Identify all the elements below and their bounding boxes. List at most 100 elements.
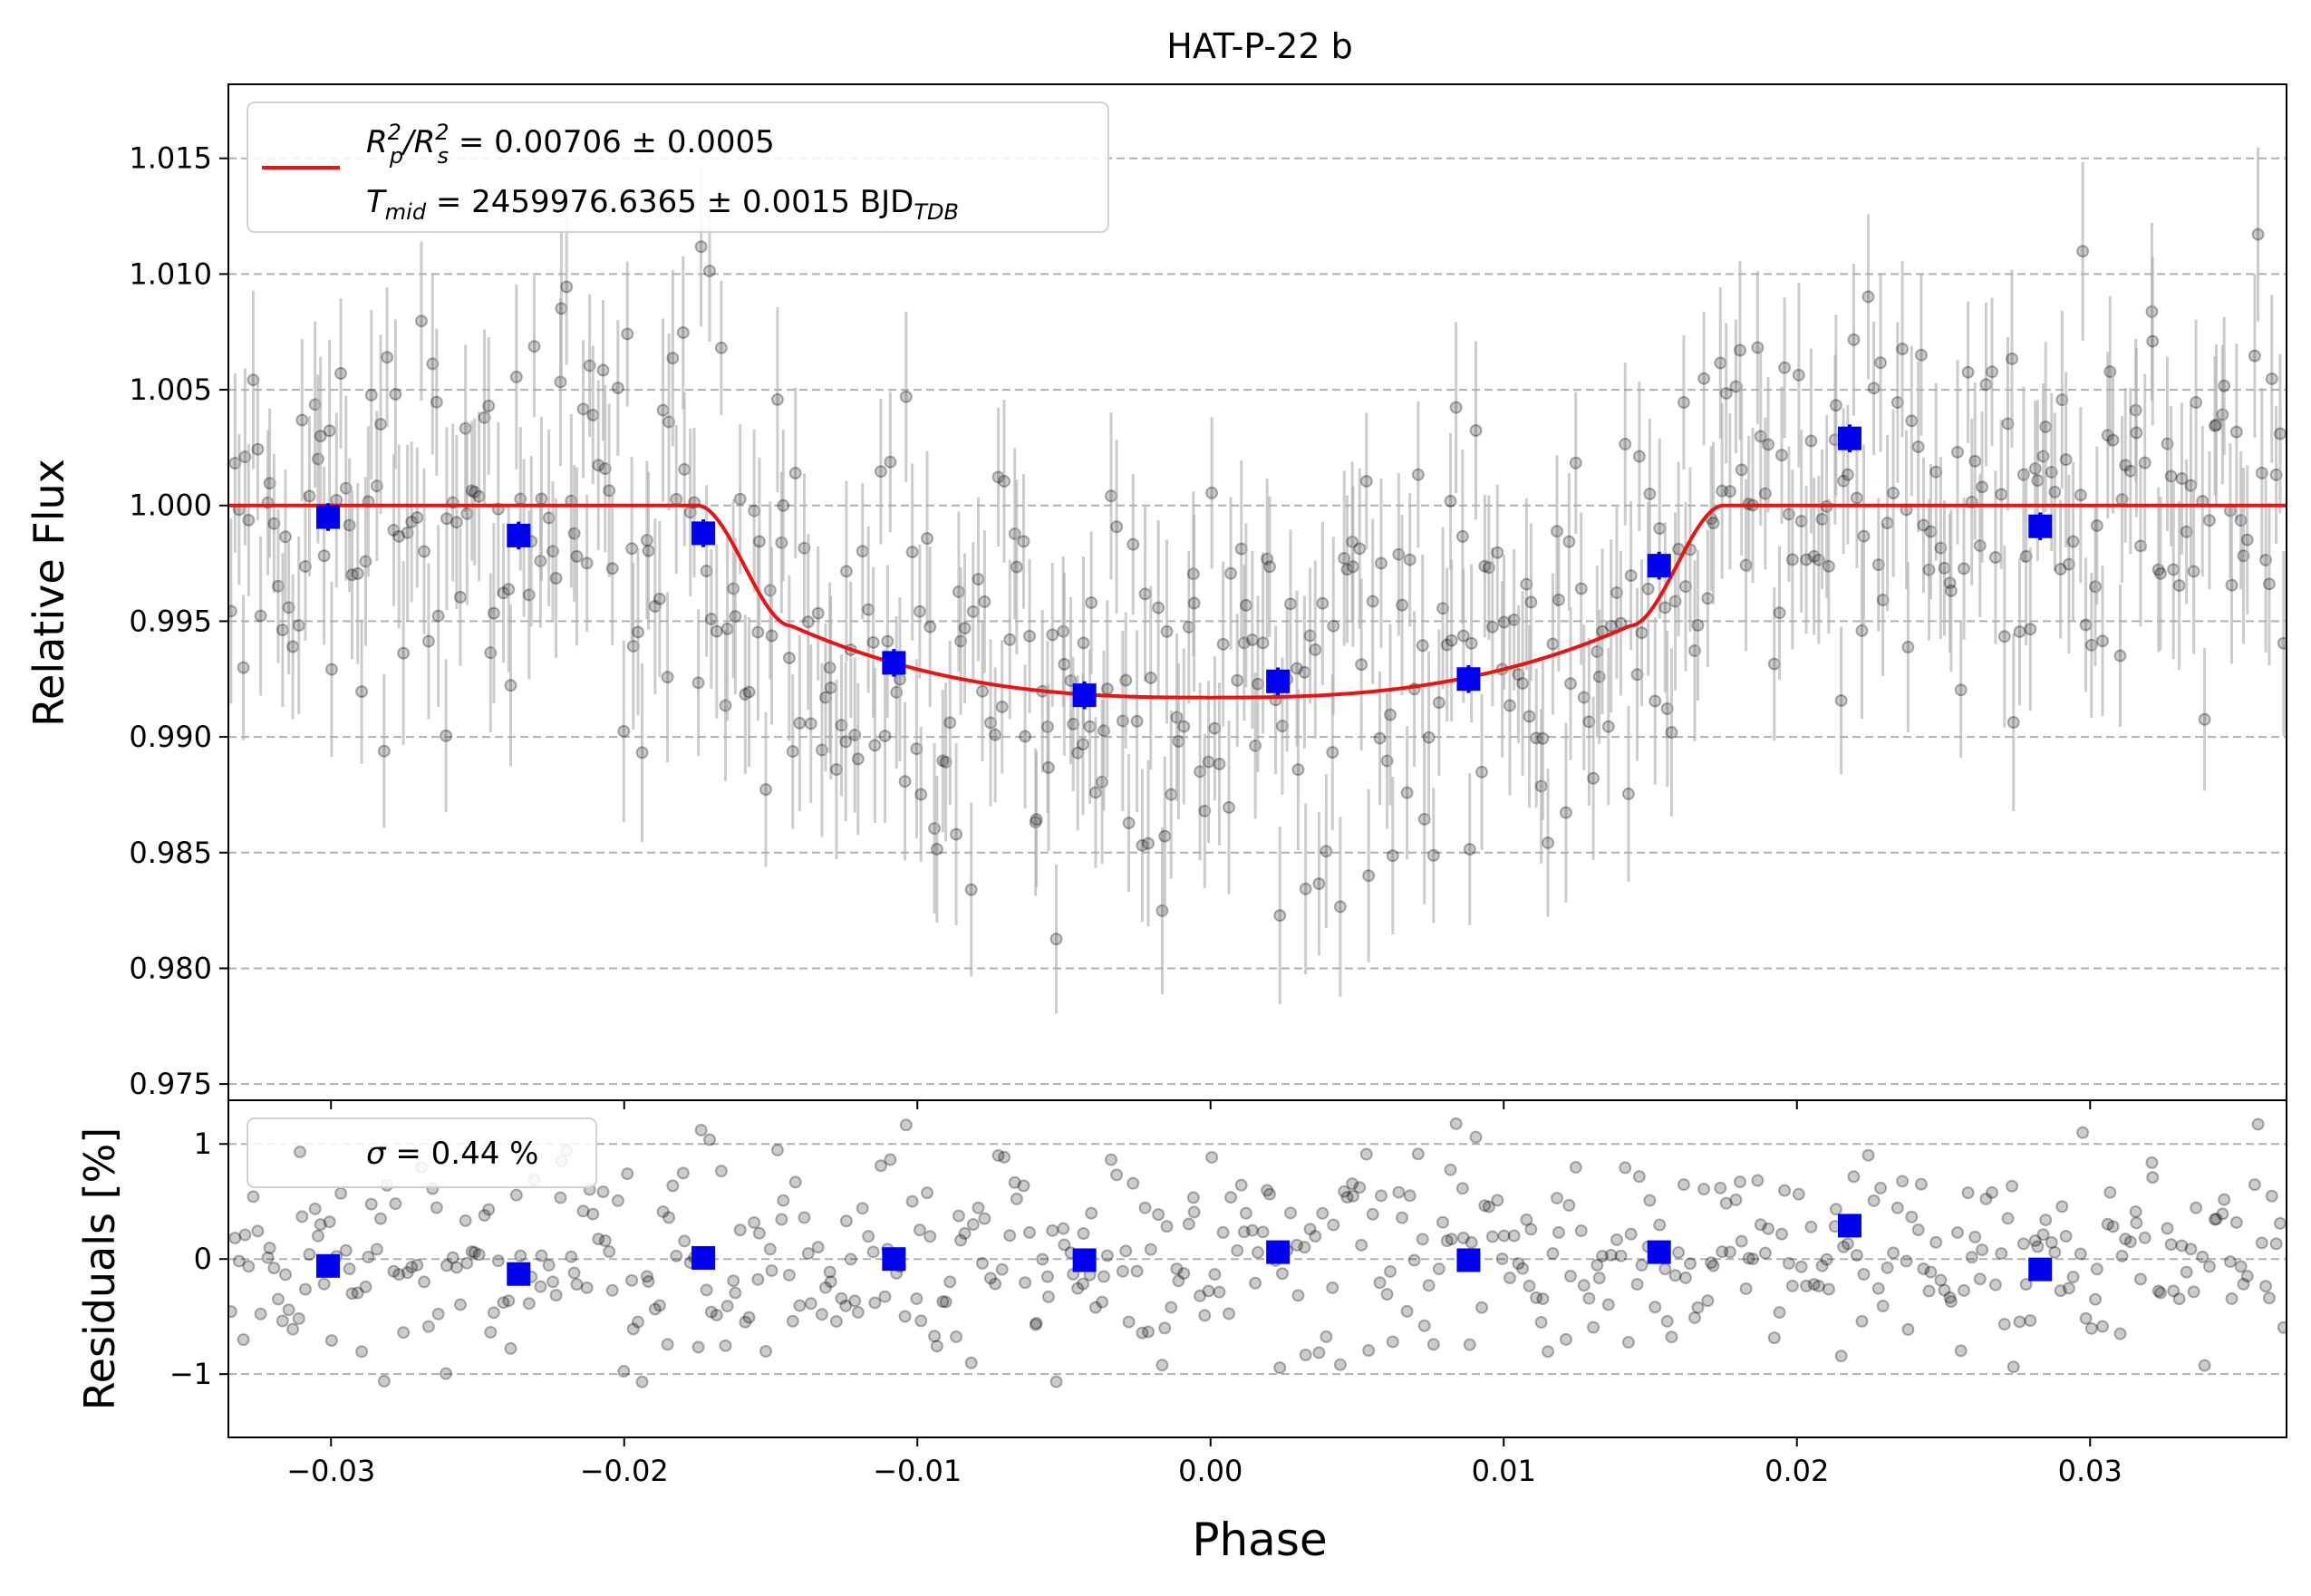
residual-point: [1635, 1258, 1649, 1272]
raw-point: [2028, 462, 2042, 476]
raw-point: [786, 745, 799, 759]
raw-point: [317, 549, 331, 563]
raw-point: [2240, 533, 2254, 547]
raw-point: [1262, 560, 1276, 574]
raw-point: [2048, 485, 2062, 498]
raw-point: [2090, 518, 2103, 532]
raw-point: [2006, 716, 2020, 730]
raw-point: [1701, 592, 1715, 605]
residual-point: [308, 1202, 322, 1215]
raw-point: [1299, 882, 1312, 895]
residual-point: [851, 1305, 865, 1319]
residual-point: [1100, 1249, 1114, 1262]
residual-point: [1478, 1199, 1492, 1213]
residual-point: [592, 1233, 605, 1246]
residual-point: [1550, 1191, 1563, 1204]
residual-point: [954, 1233, 968, 1247]
transit-y-ticks: 0.975 0.980 0.985 0.990 0.995 1.000 1.005 1.010…: [129, 141, 228, 1101]
residuals-raw-points: [228, 1117, 2287, 1388]
residual-point: [1995, 1247, 2008, 1261]
residual-point: [1986, 1185, 1999, 1199]
residual-point: [468, 1245, 481, 1259]
residual-point: [1077, 1277, 1090, 1291]
residual-point: [1380, 1288, 1394, 1301]
residual-point: [1887, 1246, 1900, 1260]
raw-point: [1469, 424, 1483, 438]
residual-point: [1929, 1235, 1943, 1249]
raw-point: [2164, 469, 2178, 483]
residual-point: [2006, 1179, 2019, 1193]
residual-point: [2031, 1240, 2045, 1253]
residual-point: [1691, 1301, 1705, 1314]
raw-point: [943, 716, 957, 730]
raw-point: [397, 646, 411, 660]
residual-point: [1896, 1175, 1910, 1188]
residual-point: [1261, 1184, 1274, 1197]
raw-point: [1951, 445, 1965, 459]
residual-point: [487, 1306, 500, 1320]
residual-point: [2048, 1245, 2062, 1259]
raw-point: [535, 492, 548, 506]
residual-point: [1327, 1218, 1340, 1232]
raw-point: [881, 634, 894, 648]
residual-point: [1815, 1259, 1829, 1272]
raw-point: [522, 588, 536, 602]
raw-point: [1284, 597, 1298, 611]
raw-point: [2225, 578, 2238, 592]
raw-point: [617, 724, 631, 738]
raw-point: [1550, 525, 1563, 538]
raw-point: [788, 467, 802, 480]
residual-point: [2198, 1359, 2211, 1372]
raw-point: [1503, 699, 1516, 712]
raw-point: [1922, 563, 1936, 576]
residual-point: [866, 1245, 880, 1259]
raw-point: [893, 672, 906, 686]
raw-point: [303, 489, 316, 503]
raw-point: [251, 442, 265, 456]
residual-point: [1426, 1338, 1440, 1351]
raw-point: [702, 264, 716, 277]
residual-point: [1046, 1224, 1059, 1237]
residual-point: [727, 1274, 740, 1288]
residual-point: [1855, 1314, 1869, 1328]
residual-point: [611, 1194, 624, 1207]
residual-point: [770, 1143, 784, 1156]
residual-point: [509, 1188, 523, 1202]
residual-point: [1455, 1182, 1469, 1195]
residual-point: [1449, 1117, 1463, 1130]
residual-point: [1116, 1264, 1129, 1278]
residual-point: [1733, 1175, 1746, 1189]
residual-point: [1383, 1264, 1397, 1278]
residual-point: [928, 1330, 942, 1343]
transit-y-tick-label: 0.975: [129, 1067, 212, 1101]
raw-point: [323, 424, 336, 438]
raw-point: [884, 455, 897, 469]
residual-point: [1938, 1283, 1951, 1297]
residual-point: [1934, 1273, 1948, 1287]
residual-point: [2208, 1213, 2221, 1226]
residual-point: [1170, 1262, 1184, 1276]
residual-point: [389, 1197, 402, 1211]
residual-point: [1582, 1291, 1596, 1305]
raw-point: [1536, 731, 1550, 745]
residual-point: [251, 1224, 265, 1238]
residual-point: [1432, 1262, 1446, 1276]
residual-point: [678, 1234, 691, 1248]
residual-point: [2019, 1278, 2033, 1291]
residual-point: [1774, 1227, 1788, 1241]
chart-title: HAT-P-22 b: [1166, 26, 1352, 66]
raw-point: [1383, 708, 1397, 721]
raw-point: [453, 590, 467, 604]
raw-point: [1574, 582, 1588, 595]
raw-point: [1019, 730, 1032, 743]
residual-point: [1587, 1320, 1600, 1334]
raw-point: [1110, 520, 1124, 534]
residual-point: [1512, 1257, 1525, 1271]
raw-point: [2262, 577, 2276, 591]
residual-point: [2103, 1185, 2117, 1199]
residual-point: [1876, 1300, 1890, 1313]
residual-point: [586, 1207, 600, 1221]
residual-point: [580, 1281, 594, 1294]
residual-point: [972, 1201, 985, 1214]
raw-point: [1624, 569, 1638, 583]
